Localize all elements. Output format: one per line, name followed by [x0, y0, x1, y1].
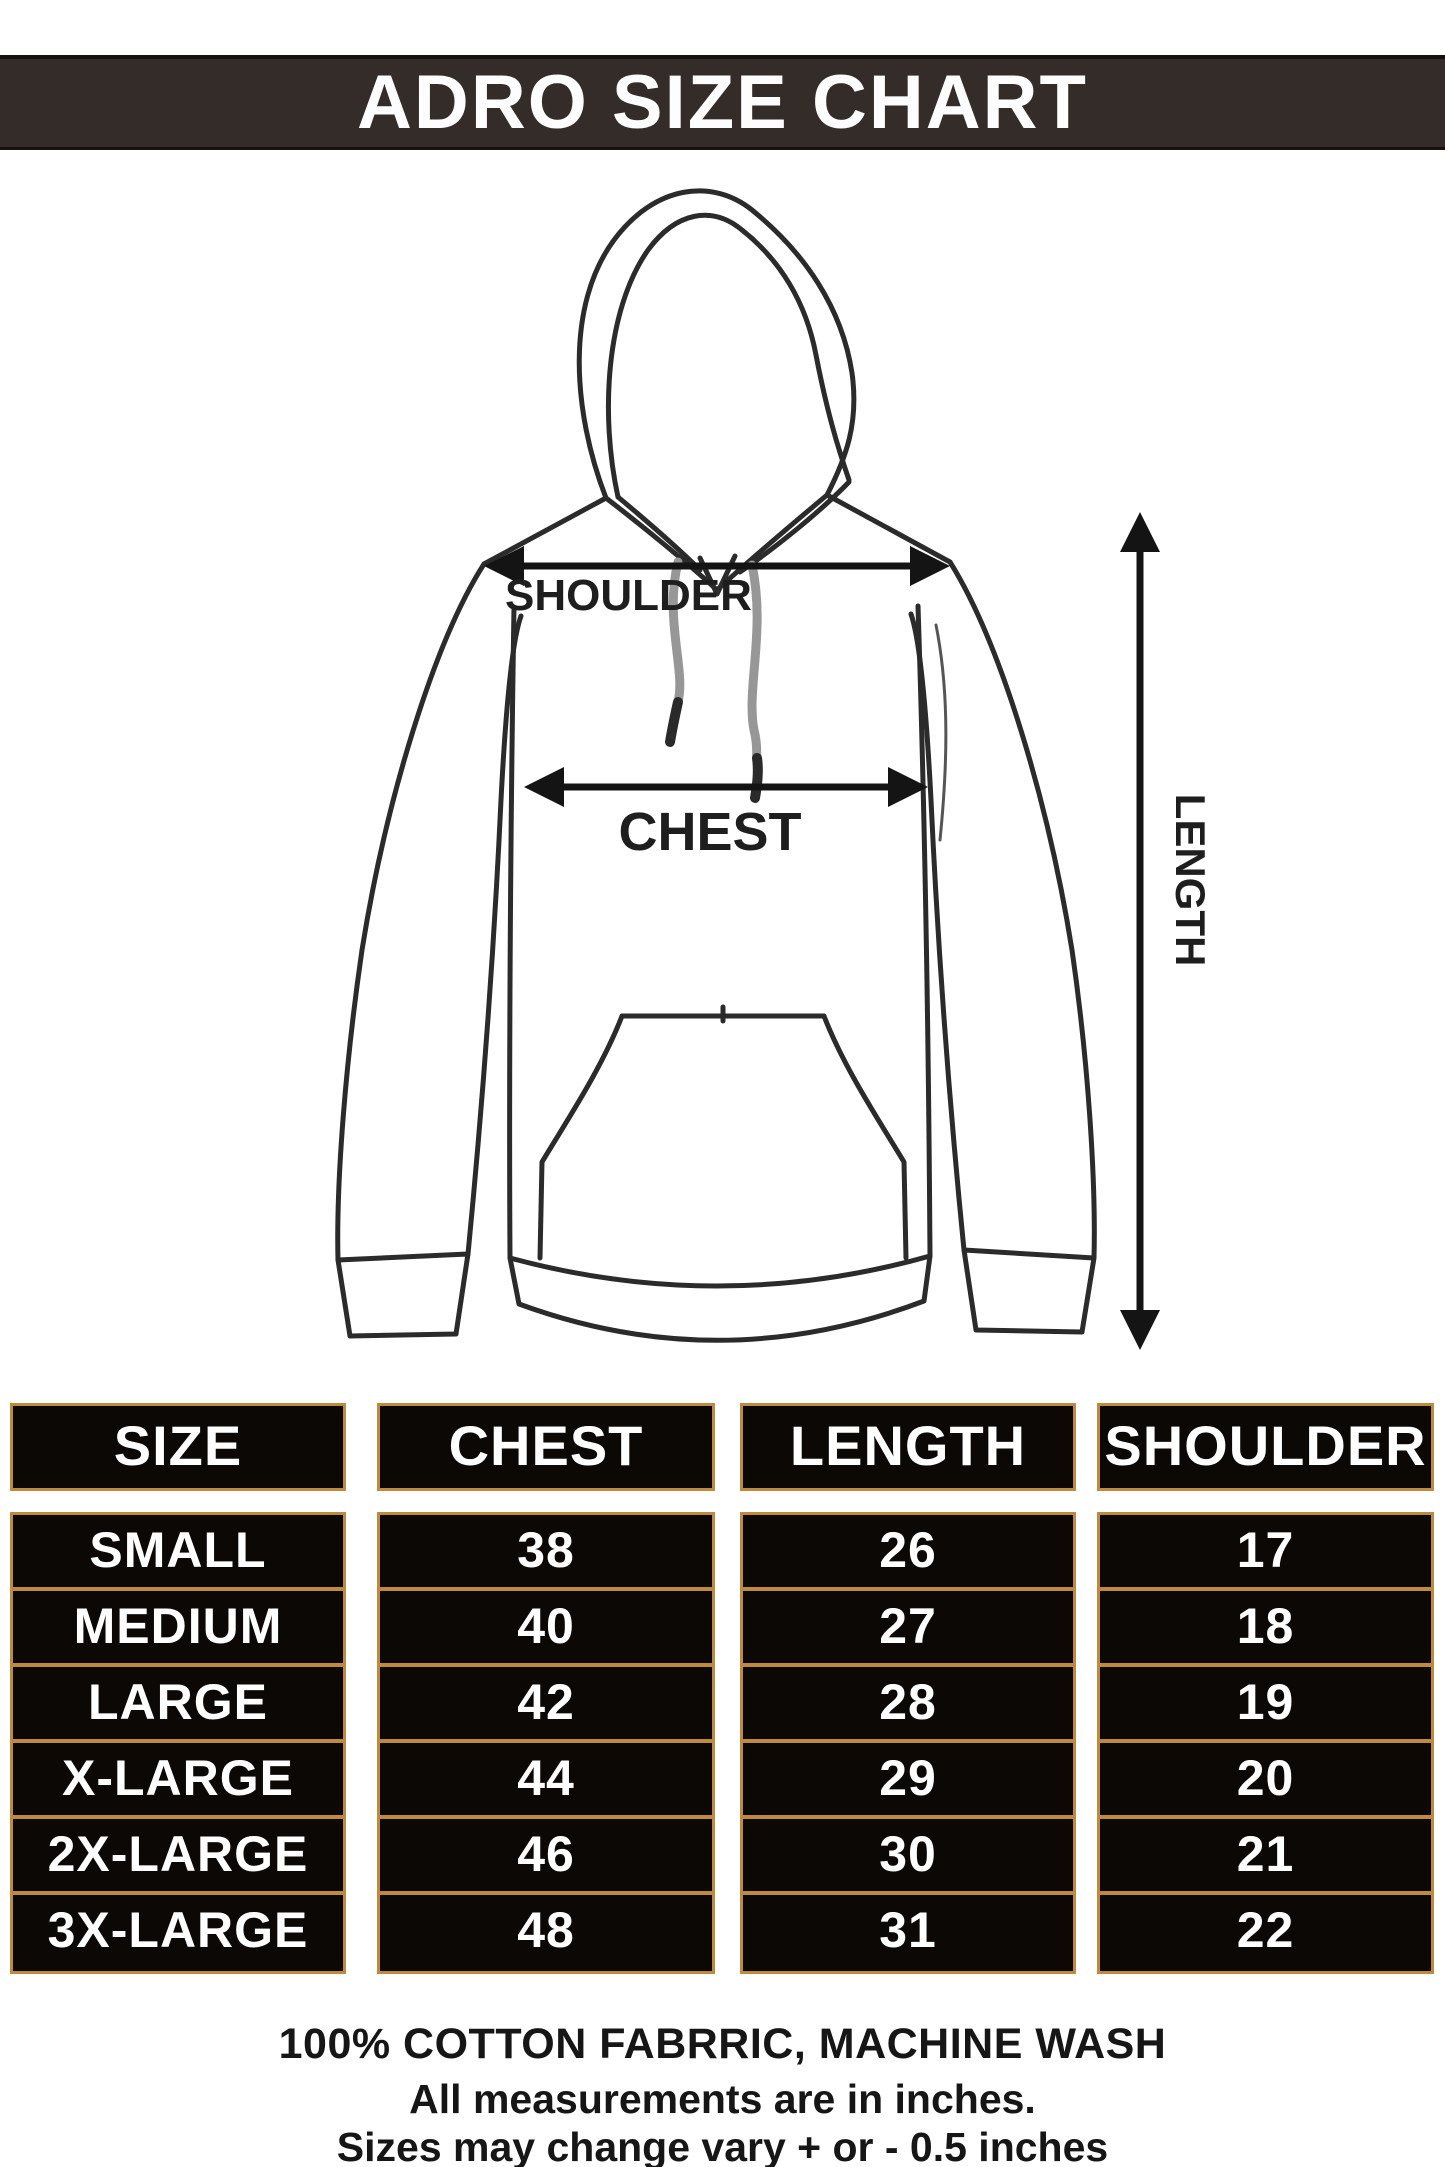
shoulder-cell: 22	[1236, 1902, 1295, 1958]
length-cell: 30	[743, 1819, 1073, 1895]
tolerance-note: Sizes may change vary + or - 0.5 inches	[336, 2124, 1109, 2167]
chest-arrow	[524, 767, 928, 807]
shoulder-cell: 21	[1100, 1819, 1431, 1895]
chest-cell: 44	[380, 1743, 712, 1819]
chest-cell: 40	[380, 1591, 712, 1667]
shoulder-measure-label: SHOULDER	[505, 571, 752, 620]
column-header-size: SIZE	[10, 1403, 346, 1491]
chest-cell: 42	[380, 1667, 712, 1743]
chest-column: 38 40 42 44 46 48	[377, 1512, 715, 1974]
length-column: 26 27 28 29 30 31	[740, 1512, 1076, 1974]
title-banner: ADRO SIZE CHART	[0, 55, 1445, 150]
length-cell: 27	[743, 1591, 1073, 1667]
size-cell: SMALL	[13, 1515, 343, 1591]
drawstring-right	[747, 560, 763, 803]
hoodie-body-outline	[335, 492, 1097, 1263]
drawstring-left	[665, 557, 685, 747]
size-cell: MEDIUM	[13, 1591, 343, 1667]
size-cell: LARGE	[13, 1667, 343, 1743]
length-cell: 29	[743, 1743, 1073, 1819]
hood-outline	[576, 188, 857, 597]
size-cell: 3X-LARGE	[47, 1902, 309, 1958]
units-note: All measurements are in inches.	[409, 2076, 1036, 2122]
page-title: ADRO SIZE CHART	[357, 60, 1088, 145]
cuff-left	[335, 1251, 471, 1339]
size-column: SMALL MEDIUM LARGE X-LARGE 2X-LARGE 3X-L…	[10, 1512, 346, 1974]
hem-band	[507, 1253, 933, 1343]
column-header-length: LENGTH	[740, 1403, 1076, 1491]
kangaroo-pocket	[537, 1004, 909, 1261]
shoulder-column: 17 18 19 20 21 22	[1097, 1512, 1434, 1974]
length-cell: 31	[879, 1902, 937, 1958]
chest-cell: 38	[380, 1515, 712, 1591]
length-cell: 28	[743, 1667, 1073, 1743]
column-header-chest: CHEST	[377, 1403, 715, 1491]
size-cell: 2X-LARGE	[13, 1819, 343, 1895]
shoulder-cell: 18	[1100, 1591, 1431, 1667]
shoulder-arrow	[484, 546, 950, 586]
chest-cell: 46	[380, 1819, 712, 1895]
fabric-note: 100% COTTON FABRRIC, MACHINE WASH	[278, 2020, 1167, 2068]
length-arrow	[1120, 512, 1160, 1350]
chest-cell: 48	[517, 1902, 575, 1958]
shoulder-cell: 19	[1100, 1667, 1431, 1743]
chest-measure-label: CHEST	[618, 802, 801, 862]
shoulder-cell: 20	[1100, 1743, 1431, 1819]
column-header-shoulder: SHOULDER	[1097, 1403, 1434, 1491]
length-cell: 26	[743, 1515, 1073, 1591]
length-measure-label: LENGTH	[1167, 794, 1214, 967]
hoodie-measurement-diagram: SHOULDER CHEST LENGTH	[335, 188, 1214, 1350]
cuff-right	[961, 1247, 1097, 1335]
shoulder-cell: 17	[1100, 1515, 1431, 1591]
size-cell: X-LARGE	[13, 1743, 343, 1819]
